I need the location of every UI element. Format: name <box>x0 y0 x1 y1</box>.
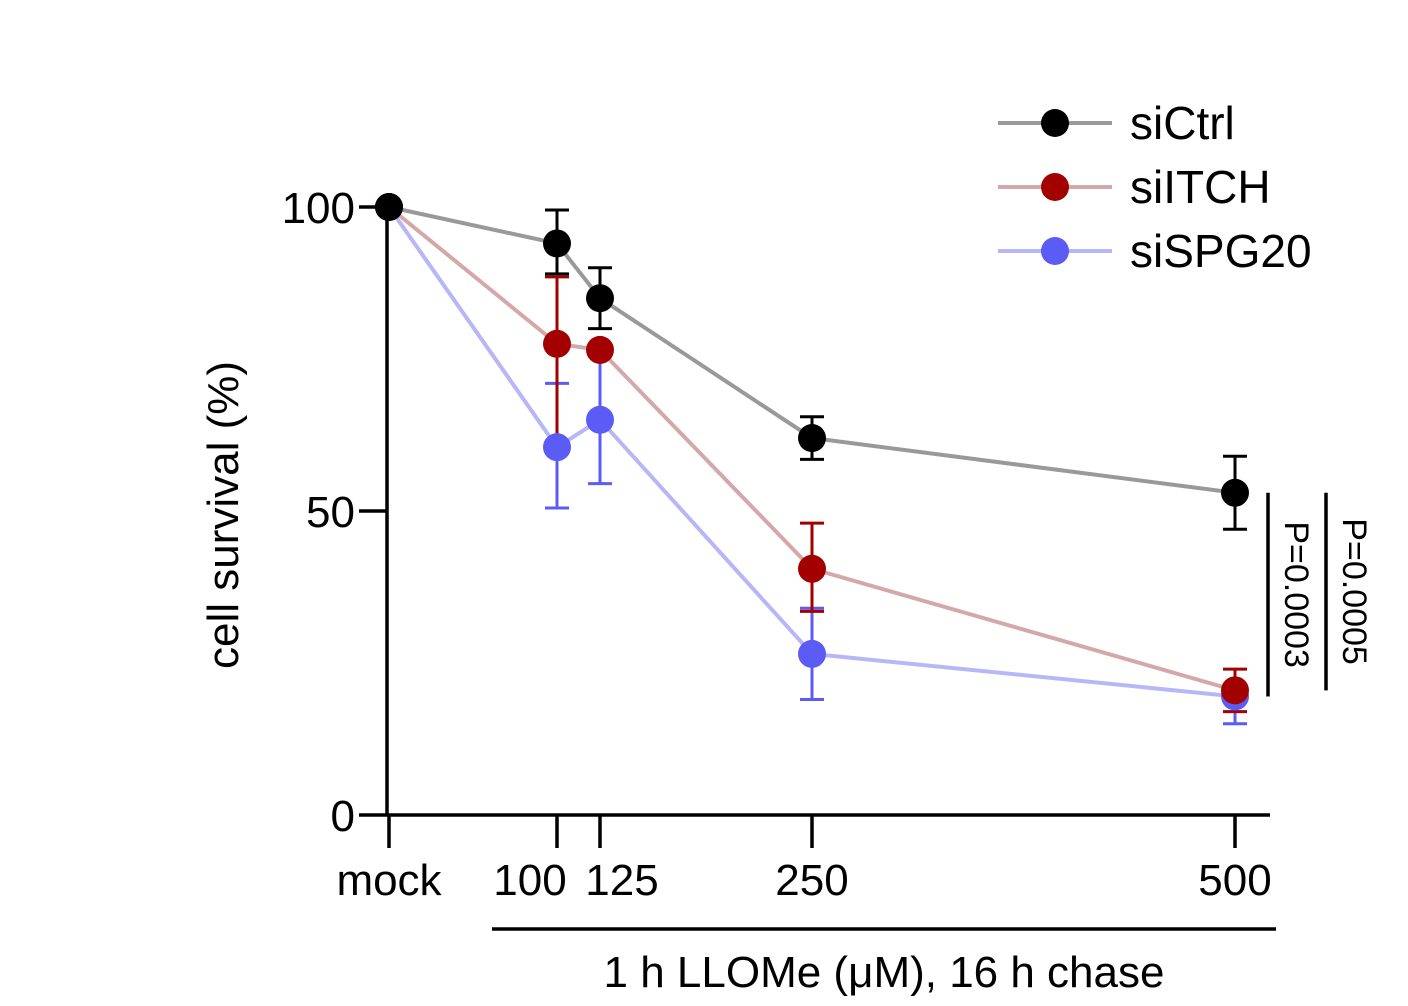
y-tick-label-0: 0 <box>331 792 355 841</box>
legend-label: siITCH <box>1130 161 1271 213</box>
point-sictrl-500 <box>1221 478 1249 507</box>
legend-entry-sictrl: siCtrl <box>998 97 1235 149</box>
y-axis-title: cell survival (%) <box>199 361 248 669</box>
error-bars <box>545 208 1247 726</box>
point-sictrl-100 <box>543 229 571 258</box>
p-value-annotation-2: P=0.0005 <box>1324 492 1373 691</box>
point-siitch-125 <box>586 335 614 364</box>
x-tick-label-250: 250 <box>775 856 848 905</box>
y-tick-label-50: 50 <box>306 488 355 537</box>
x-tick-label-100: 100 <box>493 856 566 905</box>
axes: 0 50 100 cell survival (%) mock 100 125 250 500 1… <box>199 184 1276 997</box>
p-value-label: P=0.0003 <box>1277 521 1315 668</box>
point-sictrl-mock <box>375 193 403 221</box>
legend-label: siCtrl <box>1130 97 1235 149</box>
point-siitch-250 <box>798 554 826 583</box>
x-axis-title: 1 h LLOMe (μM), 16 h chase <box>604 948 1165 997</box>
point-sispg20-125 <box>586 405 614 434</box>
legend-entry-siitch: siITCH <box>998 161 1271 213</box>
point-siitch-100 <box>543 329 571 358</box>
y-tick-label-100: 100 <box>282 184 355 233</box>
data-markers <box>375 193 1249 711</box>
legend-entry-sispg20: siSPG20 <box>998 225 1312 277</box>
point-sictrl-250 <box>798 424 826 453</box>
legend-swatch-marker <box>1041 173 1069 201</box>
legend: siCtrl siITCH siSPG20 <box>998 97 1312 277</box>
x-tick-label-mock: mock <box>336 856 442 905</box>
p-value-annotation-1: P=0.0003 <box>1266 492 1315 697</box>
legend-label: siSPG20 <box>1130 225 1312 277</box>
point-sictrl-125 <box>586 284 614 313</box>
legend-swatch-marker <box>1041 109 1069 137</box>
x-tick-label-125: 125 <box>585 856 658 905</box>
legend-swatch-marker <box>1041 237 1069 265</box>
x-tick-label-500: 500 <box>1198 856 1271 905</box>
significance-annotations: P=0.0003 P=0.0005 <box>1266 492 1373 697</box>
point-siitch-500 <box>1221 676 1249 705</box>
point-sispg20-250 <box>798 639 826 668</box>
p-value-label: P=0.0005 <box>1335 518 1373 665</box>
point-sispg20-100 <box>543 433 571 462</box>
error-bar-siitch-100 <box>545 275 569 443</box>
